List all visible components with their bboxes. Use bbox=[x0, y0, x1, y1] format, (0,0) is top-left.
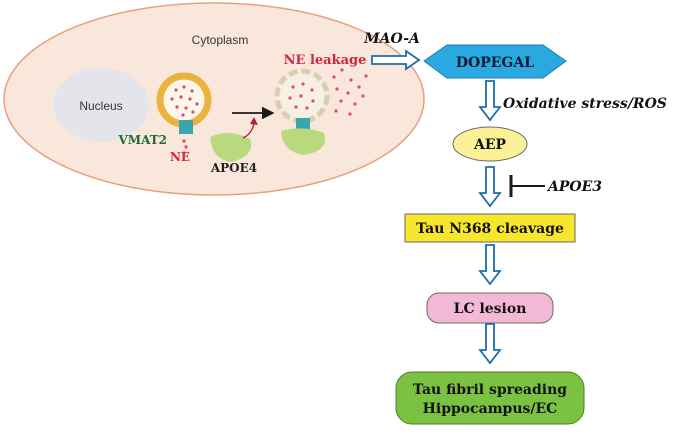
cytoplasm-label: Cytoplasm bbox=[192, 33, 249, 47]
apoe4-protein-bound bbox=[281, 128, 326, 155]
damaged-vesicle bbox=[274, 68, 330, 124]
tau-cleavage-node bbox=[404, 213, 576, 243]
vmat2-transporter bbox=[179, 120, 193, 134]
aep-label: AEP bbox=[473, 137, 507, 153]
arrow-lesion-to-outcome bbox=[478, 323, 502, 365]
tau-cleavage-label: Tau N368 cleavage bbox=[416, 221, 564, 237]
lc-lesion-node bbox=[426, 292, 554, 324]
leakage-to-dopegal-arrow bbox=[371, 49, 421, 71]
ne-release-dots bbox=[182, 139, 188, 155]
tau-spreading-node bbox=[395, 371, 585, 425]
tau-spreading-line2: Hippocampus/EC bbox=[423, 401, 558, 417]
tau-spreading-line1: Tau fibril spreading bbox=[413, 382, 567, 398]
ne-dots-in-vesicle bbox=[170, 85, 199, 117]
apoe4-binding-arrow bbox=[242, 122, 255, 139]
vmat2-label: VMAT2 bbox=[117, 133, 167, 147]
dopegal-label: DOPEGAL bbox=[456, 55, 534, 71]
ne-dots-in-damaged-vesicle bbox=[288, 82, 315, 110]
synaptic-vesicle bbox=[156, 72, 212, 128]
ne-leakage-label: NE leakage bbox=[284, 53, 367, 68]
apoe4-protein bbox=[210, 132, 252, 162]
arrow-dopegal-to-aep bbox=[478, 80, 502, 122]
lc-lesion-label: LC lesion bbox=[454, 301, 527, 317]
nucleus bbox=[53, 68, 149, 142]
arrow-cleavage-to-lesion bbox=[478, 244, 502, 286]
oxidative-stress-label: Oxidative stress/ROS bbox=[503, 96, 667, 112]
arrow-aep-to-cleavage bbox=[478, 166, 502, 208]
apoe4-binding-arrowhead bbox=[250, 117, 258, 125]
apoe4-label: APOE4 bbox=[210, 161, 257, 175]
aep-node bbox=[452, 126, 528, 162]
flow-arrows bbox=[478, 80, 502, 365]
mao-a-label: MAO-A bbox=[363, 31, 420, 47]
nucleus-label: Nucleus bbox=[79, 99, 122, 113]
apoe3-label: APOE3 bbox=[546, 179, 602, 195]
ne-label: NE bbox=[170, 150, 190, 164]
dopegal-node bbox=[423, 44, 567, 79]
leaked-ne-dots bbox=[332, 68, 368, 116]
